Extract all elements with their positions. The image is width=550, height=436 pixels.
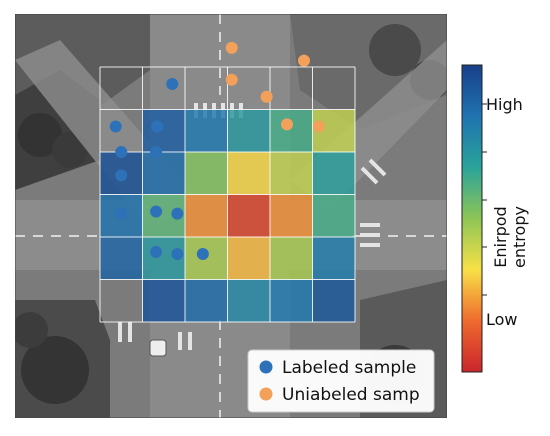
legend-marker-labeled	[259, 360, 273, 374]
labeled-sample-point	[115, 146, 128, 158]
heatmap-cell	[227, 152, 270, 195]
heatmap-cell	[270, 109, 313, 152]
heatmap-cell	[185, 152, 228, 195]
heatmap-cell	[142, 109, 185, 152]
labeled-sample-point	[109, 120, 122, 133]
heatmap-cell	[227, 279, 270, 322]
labeled-sample-point	[150, 245, 163, 258]
colorbar-low-label: Low	[486, 310, 518, 329]
colorbar-title-line1: Enirpod	[491, 206, 510, 267]
heatmap-cell	[270, 152, 313, 195]
heatmap-cell	[227, 109, 270, 152]
legend: Labeled sample Uniabeled samp	[247, 349, 435, 413]
heatmap-cell	[227, 237, 270, 280]
heatmap-cell	[142, 279, 185, 322]
legend-label-unlabeled: Uniabeled samp	[282, 385, 420, 405]
heatmap-cell	[312, 237, 355, 280]
unlabeled-sample-point	[312, 120, 325, 133]
labeled-sample-point	[171, 207, 184, 220]
unlabeled-sample-point	[281, 118, 293, 131]
heatmap-cell	[270, 279, 313, 322]
entropy-heatmap	[100, 109, 355, 322]
grid-overlay	[99, 66, 356, 323]
unlabeled-sample-point	[298, 54, 310, 67]
unlabeled-sample-point	[225, 41, 238, 54]
labeled-sample-point	[151, 120, 164, 133]
labeled-sample-point	[171, 248, 184, 260]
legend-box	[247, 349, 435, 413]
heatmap-cell	[100, 237, 143, 280]
unlabeled-sample-point	[260, 90, 273, 103]
colorbar: High Low Enirpod entropy	[461, 64, 529, 373]
colorbar-ticks	[482, 103, 487, 296]
labeled-sample-point	[115, 207, 128, 220]
colorbar-high-label: High	[486, 95, 523, 114]
labeled-sample-point	[115, 169, 128, 182]
unlabeled-samples	[225, 41, 325, 133]
labeled-sample-point	[166, 78, 179, 90]
labeled-sample-point	[150, 146, 163, 158]
unlabeled-sample-point	[225, 73, 238, 86]
heatmap-cell	[270, 237, 313, 280]
labeled-sample-point	[150, 205, 163, 218]
labeled-samples	[109, 78, 209, 260]
heatmap-cell	[185, 109, 228, 152]
heatmap-cell	[227, 194, 270, 237]
heatmap-cell	[142, 152, 185, 195]
colorbar-title-line2: entropy	[510, 206, 529, 268]
labeled-sample-point	[196, 248, 209, 260]
heatmap-cell	[185, 194, 228, 237]
heatmap-cell	[185, 279, 228, 322]
colorbar-ramp	[461, 64, 483, 373]
legend-label-labeled: Labeled sample	[282, 358, 416, 378]
legend-marker-unlabeled	[259, 387, 273, 401]
heatmap-cell	[312, 194, 355, 237]
heatmap-cell	[312, 279, 355, 322]
heatmap-cell	[312, 152, 355, 195]
heatmap-cell	[270, 194, 313, 237]
